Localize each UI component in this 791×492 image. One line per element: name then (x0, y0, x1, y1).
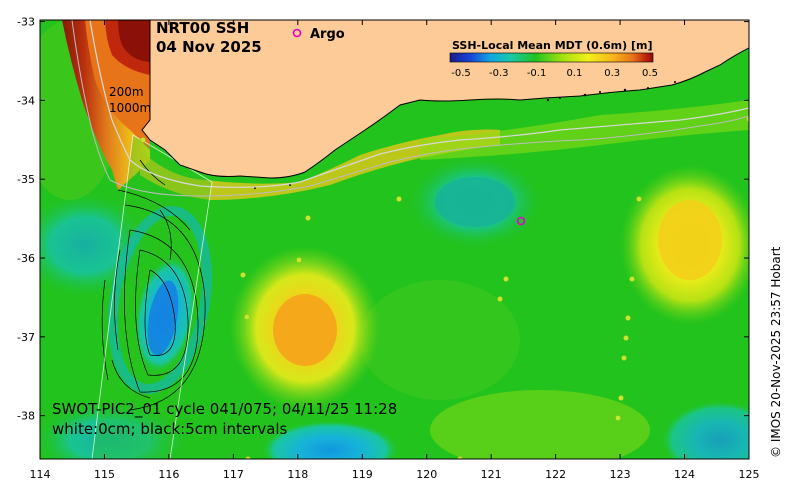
float (244, 314, 250, 320)
x-tick-label: 122 (545, 468, 566, 481)
shelf-darkred (118, 20, 150, 62)
x-tick-label: 125 (739, 468, 760, 481)
swot-swath (91, 134, 213, 459)
coastline (141, 20, 749, 179)
y-tick-label: -34 (17, 94, 35, 107)
y-tick-label: -36 (17, 252, 35, 265)
x-axis: 114 115 116 117 118 119 120 121 122 123 124 125 (30, 20, 760, 481)
map-title-line2: 04 Nov 2025 (156, 38, 262, 56)
colorbar-tick-label: 0.5 (642, 68, 658, 79)
map-title-line1: NRT00 SSH (156, 19, 249, 37)
float (503, 276, 509, 282)
argo-legend-label: Argo (310, 27, 345, 42)
central-light-green (360, 280, 520, 400)
warm-eddy-core (273, 294, 337, 366)
x-tick-label: 115 (94, 468, 115, 481)
x-tick-label: 116 (158, 468, 179, 481)
float (457, 456, 463, 459)
y-tick-label: -33 (17, 16, 35, 29)
float (625, 315, 631, 321)
float (746, 116, 749, 122)
float (305, 215, 311, 221)
float (629, 276, 635, 282)
isobath-1000m-label: 1000m (109, 101, 151, 115)
y-axis: -33 -34 -35 -36 -37 -38 (17, 16, 749, 423)
swot-cold-ring (108, 206, 212, 394)
x-tick-label: 124 (674, 468, 695, 481)
colorbar-legend: SSH-Local Mean MDT (0.6m) [m] -0.5 -0.3 -0… (449, 39, 658, 79)
colorbar-tick-label: -0.5 (451, 68, 471, 79)
southeast-blue (660, 400, 749, 459)
y-tick-label: -35 (17, 173, 35, 186)
float (497, 296, 503, 302)
argo-float-marker (516, 216, 526, 226)
colorbar-ticks: -0.5 -0.3 -0.1 0.1 0.3 0.5 (451, 68, 658, 79)
x-tick-label: 123 (610, 468, 631, 481)
isobath-200m (89, 20, 749, 188)
x-tick-label: 114 (30, 468, 51, 481)
float-markers (140, 116, 749, 459)
float (621, 355, 627, 361)
float (623, 335, 629, 341)
colorbar-tick-label: -0.1 (527, 68, 547, 79)
x-tick-label: 120 (416, 468, 437, 481)
x-tick-label: 117 (223, 468, 244, 481)
float (140, 137, 146, 143)
float (245, 456, 251, 459)
isobath-200m-label: 200m (109, 85, 144, 99)
x-tick-label: 119 (352, 468, 373, 481)
isobath-1000m (71, 20, 749, 197)
west-cool-region (40, 190, 155, 300)
south-blue-patch (260, 420, 400, 459)
colorbar-title: SSH-Local Mean MDT (0.6m) [m] (452, 39, 652, 52)
swot-contours (101, 159, 206, 411)
colorbar-tick-label: 0.1 (566, 68, 582, 79)
swot-caption-line1: SWOT-PIC2_01 cycle 041/075; 04/11/25 11:… (52, 400, 397, 419)
float (396, 196, 402, 202)
east-light-green (430, 390, 650, 459)
float (618, 395, 624, 401)
x-tick-label: 121 (481, 468, 502, 481)
plot-frame (39, 19, 750, 460)
colorbar (449, 52, 654, 63)
float (615, 415, 621, 421)
swot-caption-line2: white:0cm; black:5cm intervals (52, 420, 288, 438)
credit-text: © IMOS 20-Nov-2025 23:57 Hobart (769, 246, 783, 458)
colorbar-tick-label: -0.3 (489, 68, 509, 79)
x-tick-label: 118 (287, 468, 308, 481)
float (636, 196, 642, 202)
colorbar-tick-label: 0.3 (604, 68, 620, 79)
y-tick-label: -38 (17, 410, 35, 423)
southwest-cool (40, 400, 190, 459)
float (240, 272, 246, 278)
argo-legend-icon (292, 28, 302, 38)
northeast-warm-core (658, 200, 722, 280)
cool-eddy-core (435, 177, 515, 227)
y-tick-label: -37 (17, 331, 35, 344)
plot-area (40, 20, 749, 459)
float (296, 257, 302, 263)
